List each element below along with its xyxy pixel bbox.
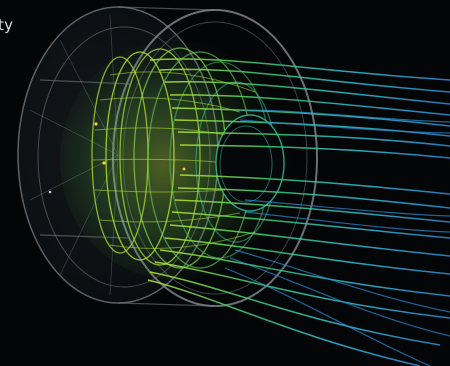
mesh-longitudes bbox=[91, 71, 256, 249]
inner-bore bbox=[215, 114, 285, 212]
caption-text: ty bbox=[0, 16, 14, 34]
mesh-nodes bbox=[48, 122, 186, 194]
streamlines bbox=[147, 58, 450, 366]
